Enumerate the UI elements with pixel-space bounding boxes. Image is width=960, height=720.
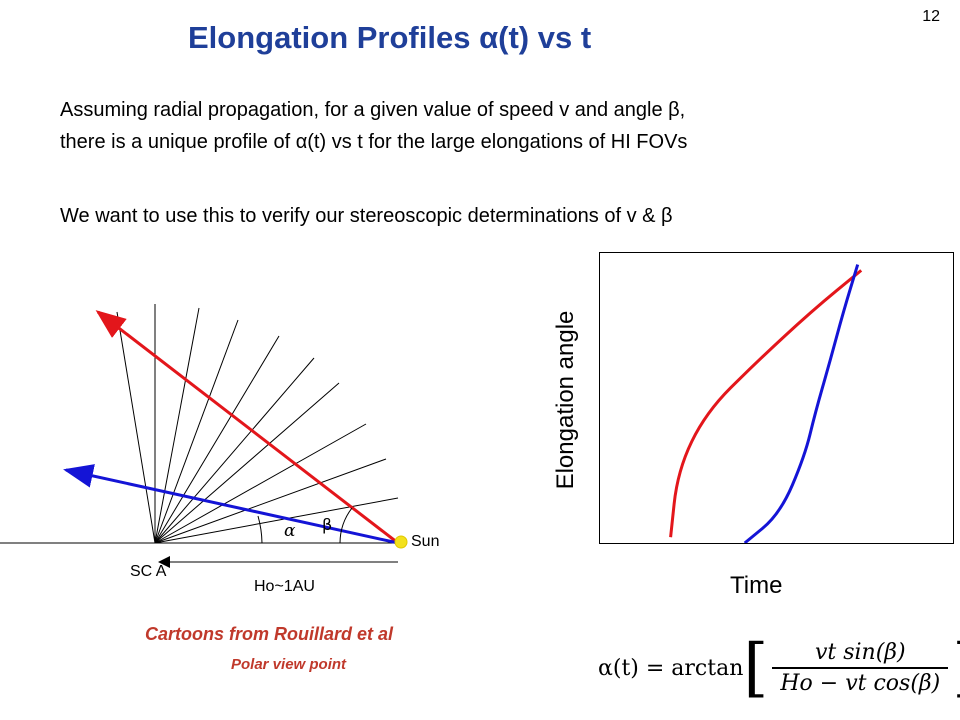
plot-frame bbox=[599, 252, 954, 545]
distance-label: Ho~1AU bbox=[254, 578, 315, 595]
radial-line bbox=[154, 423, 367, 544]
radial-line bbox=[116, 311, 156, 544]
beta-arc bbox=[339, 507, 353, 544]
spacecraft-label: SC A bbox=[130, 563, 167, 580]
radial-lines bbox=[116, 304, 399, 544]
blue-elongation-curve bbox=[743, 264, 860, 545]
elongation-formula: α(t) = arctan [ vt sin(β) Ho − vt cos(β)… bbox=[598, 636, 960, 700]
paragraph-assumption: Assuming radial propagation, for a given… bbox=[60, 94, 687, 158]
red-elongation-curve bbox=[669, 269, 863, 538]
y-axis-label: Elongation angle bbox=[552, 310, 579, 490]
x-axis-label: Time bbox=[730, 572, 783, 599]
red-trajectory-arrow bbox=[95, 310, 399, 545]
formula-lhs: α(t) = arctan bbox=[598, 655, 744, 681]
left-bracket: [ bbox=[743, 631, 769, 705]
distance-arrowhead bbox=[158, 556, 170, 568]
sun-label: Sun bbox=[411, 533, 440, 550]
paragraph-line: there is a unique profile of α(t) vs t f… bbox=[60, 131, 688, 153]
page-title: Elongation Profiles α(t) vs t bbox=[188, 20, 592, 55]
formula-fraction: vt sin(β) Ho − vt cos(β) bbox=[772, 640, 949, 696]
alpha-arc bbox=[257, 515, 263, 544]
radial-line bbox=[154, 497, 399, 544]
radial-line bbox=[154, 382, 340, 544]
radial-line bbox=[154, 357, 315, 544]
caption-viewpoint: Polar view point bbox=[231, 656, 347, 673]
elongation-plot bbox=[669, 264, 863, 545]
formula-denominator: Ho − vt cos(β) bbox=[772, 667, 949, 696]
radial-line bbox=[154, 335, 280, 544]
sun-marker bbox=[394, 535, 408, 549]
alpha-symbol: α bbox=[284, 521, 296, 541]
paragraph-line: Assuming radial propagation, for a given… bbox=[60, 99, 686, 121]
geometry-diagram: α β bbox=[0, 304, 408, 568]
radial-line bbox=[154, 458, 387, 544]
blue-trajectory-arrow bbox=[63, 464, 399, 545]
right-bracket: ] bbox=[952, 636, 960, 700]
slide-number: 12 bbox=[922, 8, 940, 25]
beta-symbol: β bbox=[322, 515, 332, 534]
radial-line bbox=[154, 307, 200, 544]
paragraph-goal: We want to use this to verify our stereo… bbox=[60, 205, 673, 227]
formula-numerator: vt sin(β) bbox=[814, 640, 906, 665]
radial-line bbox=[154, 319, 239, 544]
caption-source: Cartoons from Rouillard et al bbox=[145, 624, 394, 644]
